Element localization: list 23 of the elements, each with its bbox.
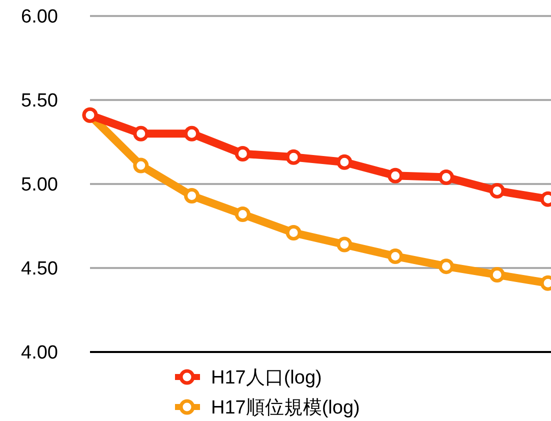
legend-label: H17順位規模(log) <box>211 398 360 419</box>
point <box>489 182 505 198</box>
y-tick-label: 5.00 <box>21 174 58 196</box>
y-tick-label: 6.00 <box>21 6 58 28</box>
point <box>438 170 454 186</box>
point <box>133 158 149 174</box>
y-tick-label: 4.00 <box>21 342 58 364</box>
point <box>234 206 250 222</box>
y-tick-label: 5.50 <box>21 90 58 112</box>
point <box>336 236 352 252</box>
point <box>336 154 352 170</box>
point <box>286 224 302 240</box>
point <box>286 149 302 165</box>
point <box>489 266 505 282</box>
legend-label: H17人口(log) <box>211 368 322 389</box>
point <box>438 258 454 274</box>
point <box>184 188 200 204</box>
y-tick-label: 4.50 <box>21 258 58 280</box>
point <box>234 146 250 162</box>
point <box>388 168 404 184</box>
point <box>388 248 404 264</box>
point <box>184 126 200 142</box>
point <box>133 126 149 142</box>
